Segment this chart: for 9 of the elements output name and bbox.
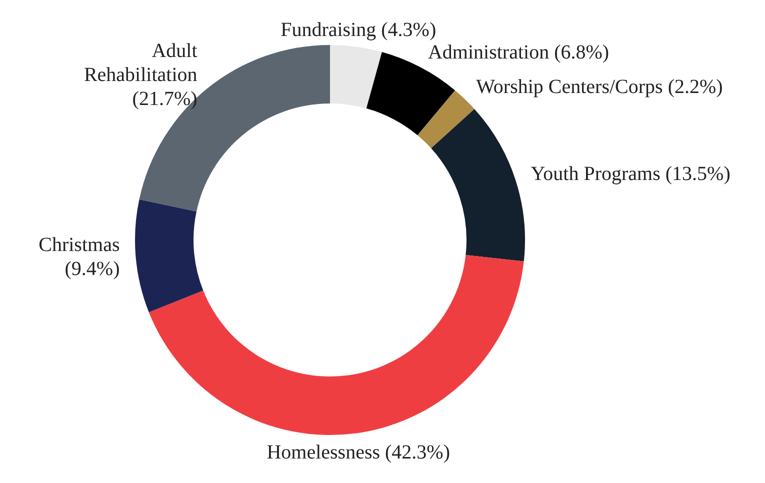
slice-label: Youth Programs (13.5%) <box>530 163 730 186</box>
slice-label: Christmas <box>38 234 120 256</box>
slice-label: Homelessness (42.3%) <box>266 441 450 464</box>
slice-label: Fundraising (4.3%) <box>280 19 436 42</box>
data-label: (21.7%) <box>132 88 198 110</box>
data-label: (9.4%) <box>64 258 120 280</box>
slice-label: Worship Centers/Corps (2.2%) <box>476 76 723 98</box>
slice-label: Adult Rehabilitation <box>84 40 198 86</box>
slice-label: Administration (6.8%) <box>428 41 610 64</box>
